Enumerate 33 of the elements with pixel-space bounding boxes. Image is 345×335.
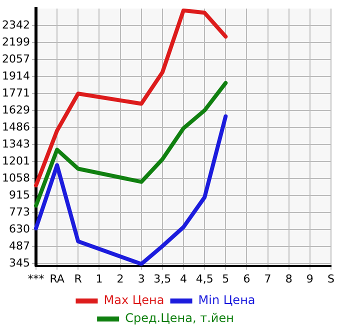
y-tick-label: 1486	[2, 120, 30, 134]
x-tick-label: R	[74, 272, 82, 286]
y-tick-label: 1201	[2, 154, 30, 168]
y-tick-label: 773	[8, 205, 30, 218]
x-tick-label: 1	[96, 272, 103, 286]
y-tick-label: 630	[8, 222, 30, 236]
x-tick-label: 8	[285, 272, 292, 286]
y-tick-label: 1343	[2, 137, 30, 150]
y-tick-label: 1914	[2, 69, 30, 82]
y-tick-label: 1771	[2, 86, 30, 100]
x-tick-label: 4	[180, 272, 187, 286]
x-tick-label: 2	[116, 272, 124, 286]
y-tick-label: 487	[8, 239, 30, 252]
x-tick-label: 9	[306, 272, 314, 286]
legend-label: Min Цена	[198, 293, 256, 308]
x-tick-label: 3	[138, 272, 145, 286]
x-tick-label: 3,5	[154, 272, 172, 286]
y-tick-label: 2199	[2, 36, 30, 49]
x-tick-label: 4,5	[196, 272, 214, 286]
x-tick-label: 5	[222, 272, 230, 286]
x-tick-label: ***	[28, 272, 45, 286]
x-tick-label: RA	[50, 272, 65, 286]
y-tick-label: 2057	[2, 52, 30, 66]
y-tick-label: 1058	[2, 171, 30, 184]
y-tick-label: 915	[8, 188, 30, 202]
y-tick-label: 1629	[2, 103, 30, 116]
y-tick-label: 345	[8, 256, 30, 270]
x-tick-label: 7	[264, 272, 272, 286]
legend-label: Max Цена	[104, 293, 164, 308]
legend-label: Сред.Цена, т.йен	[125, 311, 234, 326]
x-tick-label: 6	[243, 272, 250, 286]
x-tick-label: S	[328, 272, 335, 286]
y-tick-label: 2342	[2, 18, 30, 32]
